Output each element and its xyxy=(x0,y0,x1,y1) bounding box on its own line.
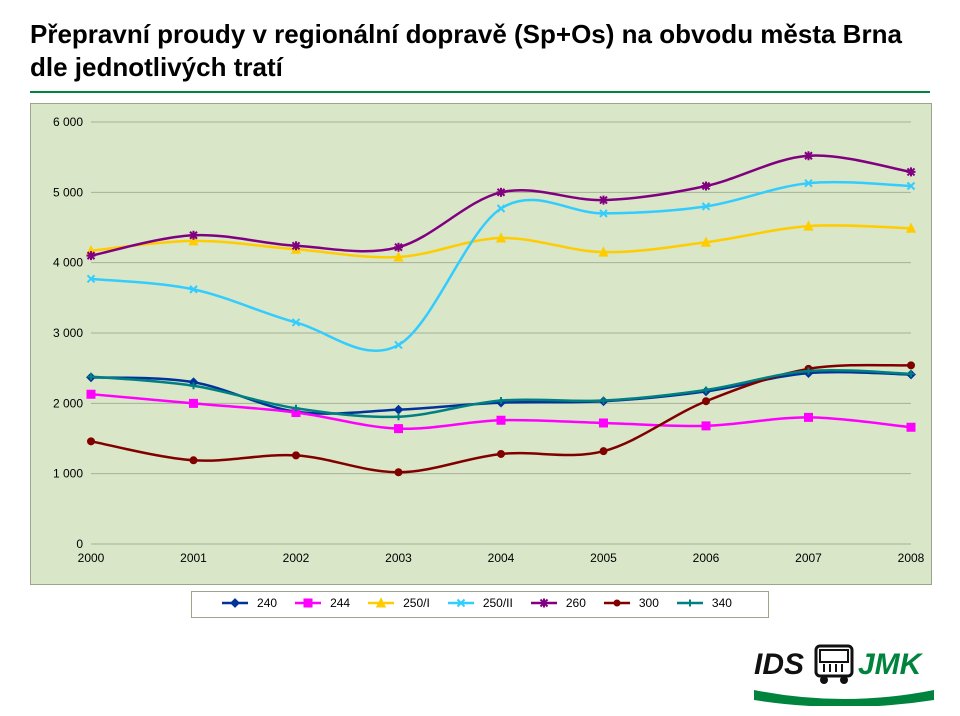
legend-item-300: 300 xyxy=(604,596,665,610)
svg-text:2002: 2002 xyxy=(283,551,310,565)
legend-item-250/II: 250/II xyxy=(448,596,519,610)
svg-text:0: 0 xyxy=(76,537,83,551)
svg-text:2008: 2008 xyxy=(898,551,925,565)
svg-text:6 000: 6 000 xyxy=(53,115,83,129)
logo-text-ids: IDS xyxy=(754,648,804,681)
svg-text:2006: 2006 xyxy=(693,551,720,565)
svg-text:4 000: 4 000 xyxy=(53,256,83,270)
svg-text:5 000: 5 000 xyxy=(53,185,83,199)
svg-text:2000: 2000 xyxy=(78,551,105,565)
chart-legend: 240 244 250/I 250/II 260 300 340 xyxy=(191,591,769,618)
legend-item-340: 340 xyxy=(677,596,738,610)
svg-text:2004: 2004 xyxy=(488,551,515,565)
legend-item-260: 260 xyxy=(531,596,592,610)
svg-text:1 000: 1 000 xyxy=(53,467,83,481)
slide-title: Přepravní proudy v regionální dopravě (S… xyxy=(30,18,930,83)
svg-text:2005: 2005 xyxy=(590,551,617,565)
title-rule xyxy=(30,91,930,93)
legend-item-240: 240 xyxy=(222,596,283,610)
chart-svg: 0 1 000 2 000 3 000 4 000 5 000 6 000 2000 2001 2… xyxy=(31,104,931,584)
series-340 xyxy=(91,370,911,417)
legend-item-250/I: 250/I xyxy=(368,596,436,610)
ids-jmk-logo: IDS JMK xyxy=(754,642,934,706)
svg-text:3 000: 3 000 xyxy=(53,326,83,340)
svg-text:2001: 2001 xyxy=(180,551,207,565)
logo-text-jmk: JMK xyxy=(858,648,924,681)
svg-text:2007: 2007 xyxy=(795,551,822,565)
line-chart: 0 1 000 2 000 3 000 4 000 5 000 6 000 2000 2001 2… xyxy=(30,103,932,585)
svg-text:2003: 2003 xyxy=(385,551,412,565)
legend-item-244: 244 xyxy=(295,596,356,610)
svg-text:2 000: 2 000 xyxy=(53,396,83,410)
